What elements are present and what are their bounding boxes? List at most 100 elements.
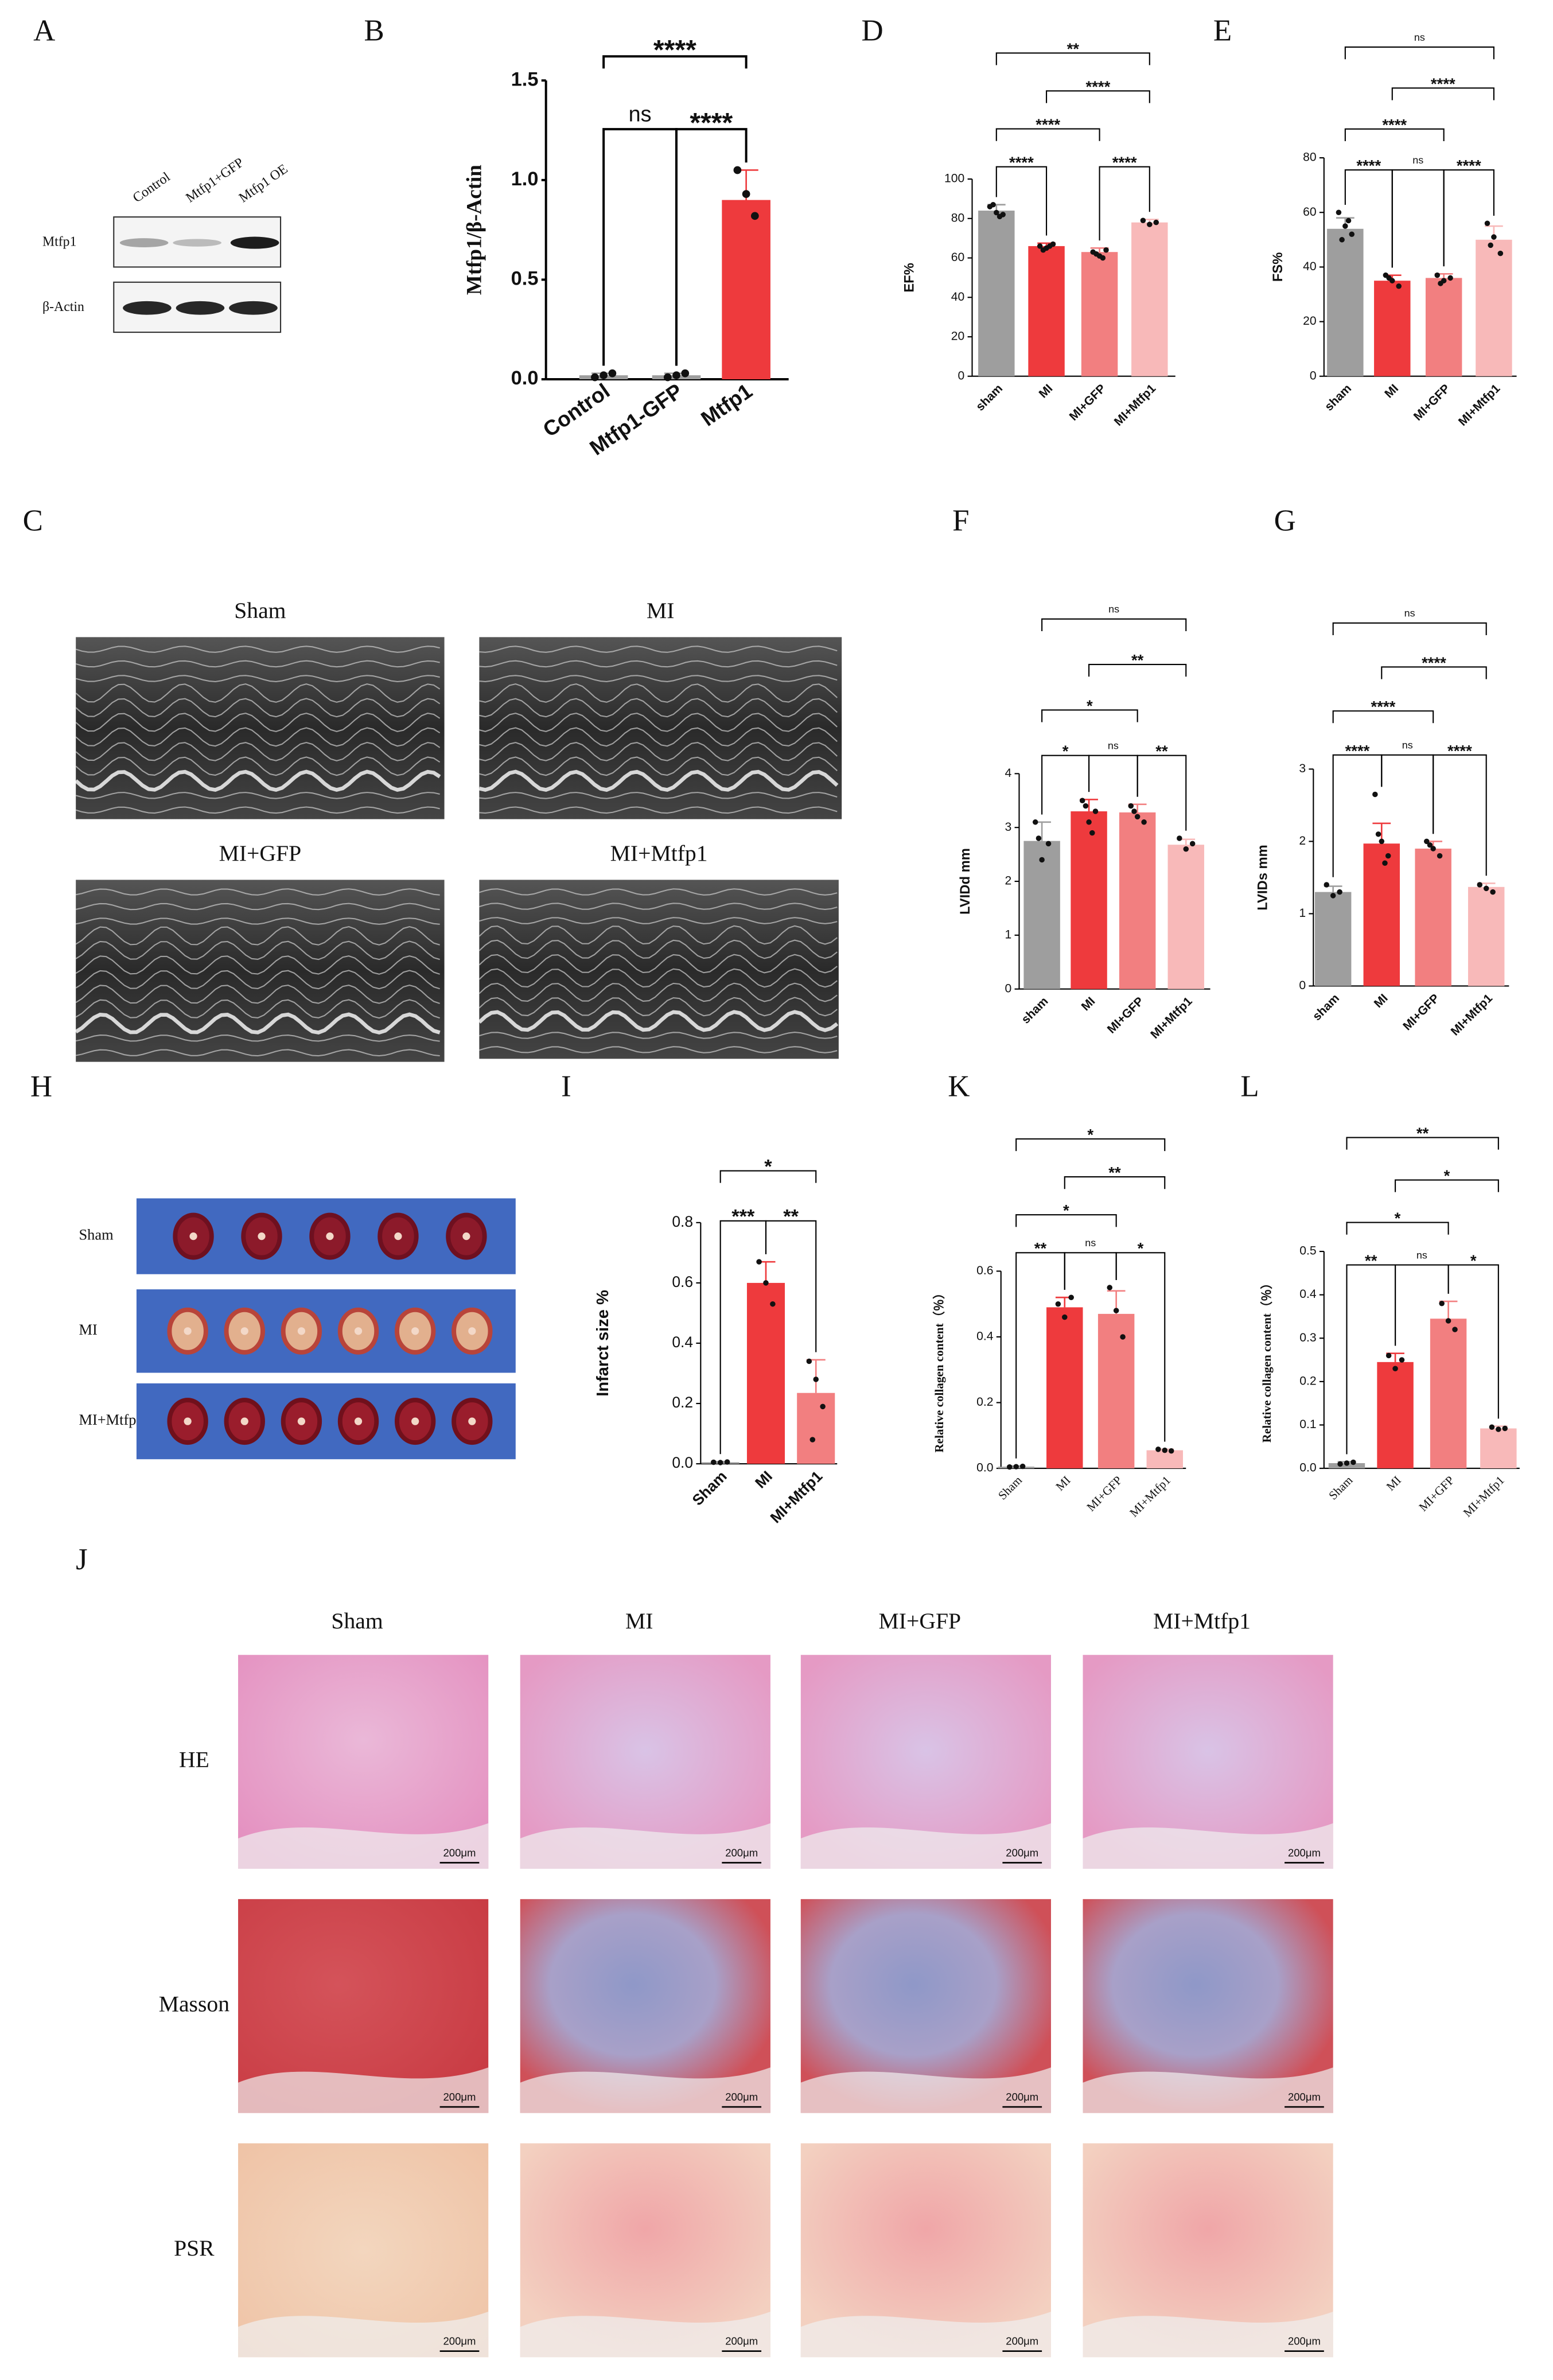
x-tick-label: Sham: [995, 1473, 1025, 1502]
data-point: [1047, 243, 1053, 249]
data-point: [1339, 237, 1345, 243]
y-tick-label: 20: [1303, 314, 1316, 328]
significance-label: *: [1062, 742, 1069, 760]
bar: [1071, 811, 1107, 989]
histology-row-label: Masson: [159, 1991, 230, 2016]
echo-trace: [478, 954, 838, 974]
data-point: [681, 369, 690, 378]
tissue-edge: [1083, 1823, 1333, 1869]
x-tick-label: MI: [1079, 994, 1098, 1013]
echo-trace: [478, 939, 838, 959]
bar: [1097, 1313, 1135, 1469]
significance-label: ****: [1009, 154, 1034, 172]
bar: [1480, 1428, 1517, 1469]
heart-lumen: [462, 1232, 470, 1240]
x-tick-label: MI+GFP: [1416, 1473, 1457, 1514]
bar: [1363, 843, 1400, 986]
echo-label: Sham: [234, 598, 286, 623]
x-tick-label: sham: [1322, 382, 1354, 413]
significance-label: ns: [1416, 1249, 1427, 1261]
data-point: [1036, 835, 1042, 841]
x-tick-label: sham: [1310, 991, 1342, 1023]
data-point: [1147, 221, 1153, 227]
significance-bracket: [1381, 754, 1434, 834]
data-point: [1396, 283, 1402, 289]
data-point: [1337, 889, 1342, 895]
significance-bracket: [1391, 169, 1445, 268]
echo-trace: [478, 997, 838, 1017]
bar: [978, 211, 1015, 376]
data-point: [1019, 1463, 1026, 1469]
x-tick-label: MI+Mtfp1: [1461, 1473, 1507, 1520]
tissue-edge: [1083, 2067, 1333, 2113]
echo-trace: [479, 1032, 838, 1039]
data-point: [1183, 846, 1189, 852]
scale-bar-label: 200μm: [725, 2091, 758, 2103]
bar: [1081, 252, 1118, 376]
x-tick-label: MI: [1384, 1473, 1404, 1494]
data-point: [997, 213, 1003, 220]
x-tick-label: MI: [752, 1468, 776, 1492]
significance-label: *: [1063, 1201, 1069, 1219]
significance-bracket: [1064, 1252, 1117, 1290]
echo-trace: [479, 727, 838, 747]
y-axis-title: Mtfp1/β-Actin: [463, 165, 486, 295]
echo-trace: [75, 917, 440, 925]
significance-bracket: [995, 128, 1100, 141]
significance-label: **: [1067, 40, 1080, 57]
data-point: [1007, 1464, 1013, 1470]
echo-trace: [479, 660, 838, 668]
significance-bracket: [1433, 754, 1487, 876]
significance-bracket: [995, 166, 1048, 236]
x-tick-label: MI: [1053, 1473, 1073, 1494]
x-tick-label: MI: [1372, 991, 1391, 1010]
scale-bar-label: 200μm: [725, 1846, 758, 1858]
bar: [1046, 1307, 1083, 1469]
y-tick-label: 60: [951, 251, 965, 264]
significance-label: ****: [1356, 157, 1381, 174]
band-label: β-Actin: [42, 300, 84, 314]
echo-trace: [479, 1046, 838, 1053]
significance-label: ns: [1402, 740, 1413, 751]
echo-trace: [479, 713, 838, 732]
echo-trace: [479, 903, 838, 911]
tissue-edge: [520, 1823, 770, 1869]
significance-bracket: [1015, 1214, 1117, 1227]
bar: [1377, 1362, 1414, 1469]
data-point: [1086, 819, 1092, 825]
data-point: [1392, 1366, 1398, 1371]
y-tick-label: 0.2: [672, 1394, 693, 1411]
scale-bar-label: 200μm: [725, 2335, 758, 2347]
heart-lumen: [189, 1232, 197, 1240]
data-point: [1120, 1334, 1126, 1340]
data-point: [813, 1376, 819, 1382]
y-axis-title: Relative collagen content（％）: [932, 1287, 946, 1453]
tissue-edge: [238, 1823, 489, 1869]
heart-lumen: [184, 1417, 192, 1425]
heart-lumen: [468, 1327, 476, 1335]
y-tick-label: 80: [1303, 151, 1316, 164]
significance-label: **: [1131, 651, 1144, 669]
scale-bar-label: 200μm: [1288, 1846, 1321, 1858]
data-point: [1350, 1459, 1356, 1465]
blot-band: [173, 239, 221, 247]
histology-row-label: PSR: [174, 2235, 215, 2261]
heart-lumen: [297, 1327, 306, 1335]
data-point: [1155, 1446, 1161, 1452]
significance-label: ****: [1422, 654, 1446, 671]
y-axis-title: Infarct size %: [594, 1290, 612, 1397]
bar: [1415, 849, 1451, 986]
echo-trace: [75, 683, 441, 703]
echo-trace: [479, 806, 838, 814]
bar: [1131, 222, 1168, 376]
echo-trace: [75, 727, 441, 747]
echo-trace: [479, 792, 838, 799]
bar: [1146, 1450, 1183, 1469]
y-tick-label: 0.2: [976, 1395, 993, 1409]
data-point: [1336, 209, 1342, 215]
scale-bar-label: 200μm: [1006, 2335, 1038, 2347]
data-point: [1502, 1425, 1508, 1432]
data-point: [1342, 223, 1348, 229]
y-tick-label: 0.6: [976, 1264, 993, 1277]
